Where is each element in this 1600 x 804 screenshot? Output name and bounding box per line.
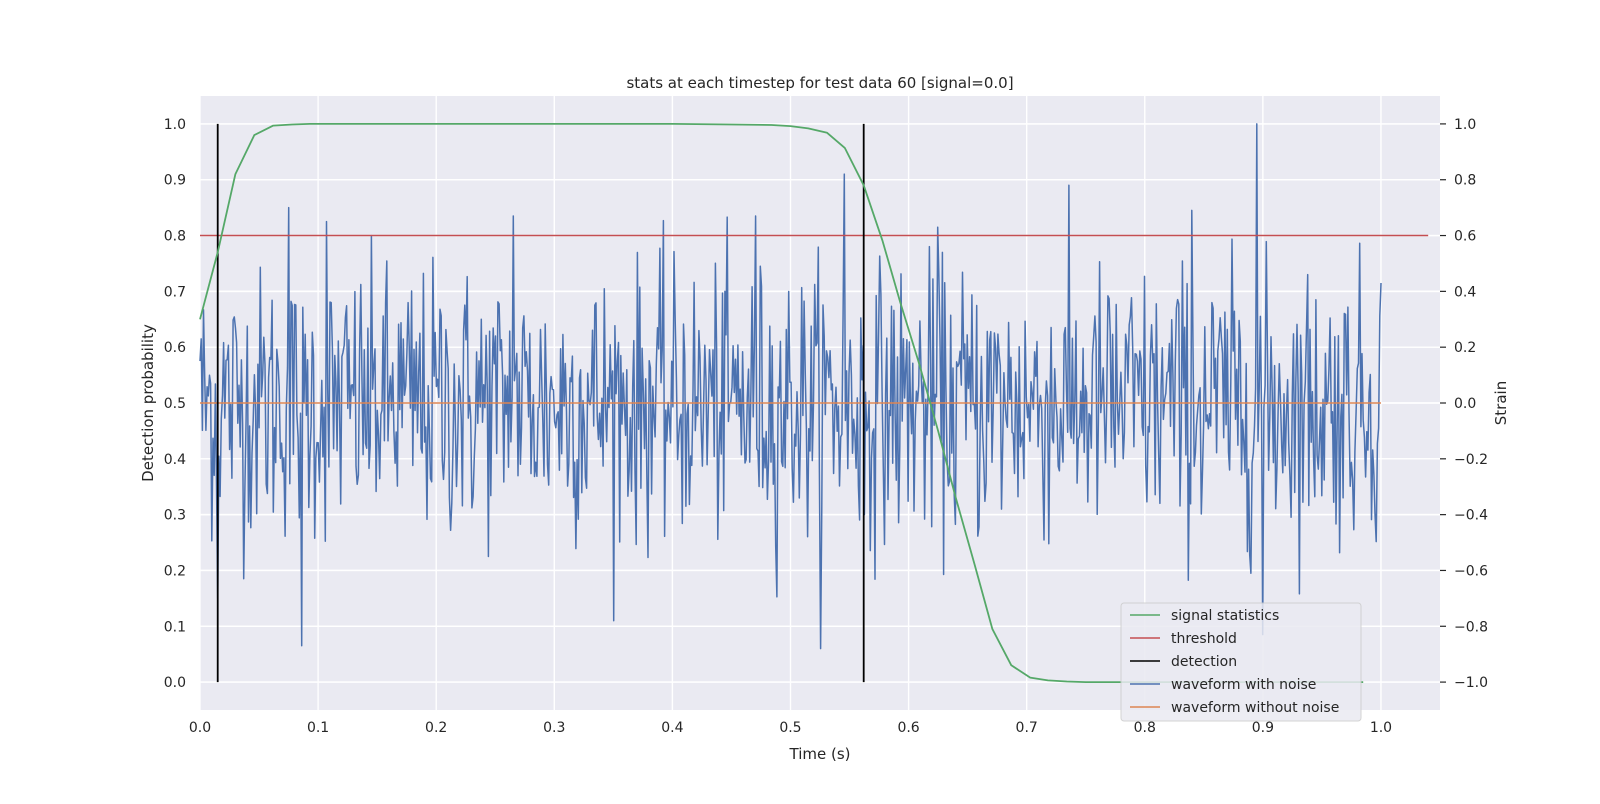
x-tick-label: 0.6 [897,720,919,736]
y-tick-label-left: 0.8 [164,229,186,245]
x-tick-label: 0.5 [779,720,801,736]
x-tick-label: 0.3 [543,720,565,736]
y-tick-label-left: 0.4 [164,452,186,468]
x-axis-label: Time (s) [789,745,851,763]
series-waveform-with-noise [199,123,1382,650]
y-axis-label-right: Strain [1492,381,1510,425]
y-tick-label-left: 1.0 [164,117,186,133]
y-tick-label-right: 0.2 [1454,340,1476,356]
y-tick-label-left: 0.0 [164,675,186,691]
y-tick-label-right: 0.4 [1454,284,1476,300]
x-tick-label: 0.8 [1134,720,1156,736]
y-tick-label-left: 0.1 [164,619,186,635]
chart-title: stats at each timestep for test data 60 … [626,74,1013,92]
x-tick-label: 0.1 [307,720,329,736]
ticks-layer: 0.0 0.1 0.2 0.3 0.4 0.5 0.6 0.7 0.8 0.9 1.0 0.0 0.1 0… [164,117,1488,736]
y-tick-label-right: −1.0 [1454,675,1488,691]
y-tick-label-right: −0.8 [1454,619,1488,635]
legend-label-waveform-with-noise: waveform with noise [1171,677,1316,693]
x-tick-label: 0.2 [425,720,447,736]
series-signal-statistics [199,123,1364,683]
y-tick-label-left: 0.5 [164,396,186,412]
y-tick-label-left: 0.3 [164,508,186,524]
legend-box [1120,602,1362,722]
x-tick-label: 1.0 [1370,720,1392,736]
legend-label-signal-statistics: signal statistics [1171,608,1279,624]
legend: signal statistics threshold detection wa… [1120,602,1362,722]
y-tick-label-left: 0.9 [164,173,186,189]
y-tick-label-right: 0.0 [1454,396,1476,412]
legend-label-detection: detection [1171,654,1237,670]
y-tick-label-right: 1.0 [1454,117,1476,133]
y-tick-label-right: −0.6 [1454,563,1488,579]
y-tick-label-left: 0.2 [164,563,186,579]
x-tick-label: 0.9 [1252,720,1274,736]
y-tick-label-right: 0.6 [1454,229,1476,245]
y-tick-label-right: 0.8 [1454,173,1476,189]
y-axis-label-left: Detection probability [139,324,157,482]
series-layer [199,123,1429,683]
y-tick-label-left: 0.6 [164,340,186,356]
legend-label-threshold: threshold [1171,631,1237,647]
legend-label-waveform-without-noise: waveform without noise [1171,700,1339,716]
x-tick-label: 0.4 [661,720,683,736]
y-tick-label-right: −0.4 [1454,508,1488,524]
y-tick-label-left: 0.7 [164,284,186,300]
x-tick-label: 0.7 [1016,720,1038,736]
y-tick-label-right: −0.2 [1454,452,1488,468]
x-tick-label: 0.0 [189,720,211,736]
